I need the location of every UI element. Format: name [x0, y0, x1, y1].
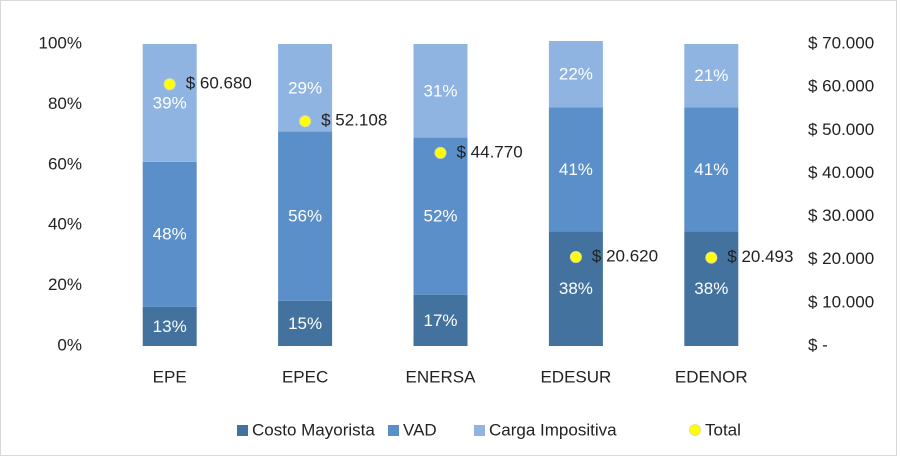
bar-segment	[413, 44, 468, 138]
y-tick-label: 60%	[48, 154, 82, 173]
legend-marker	[474, 425, 485, 436]
data-label: 56%	[288, 207, 322, 226]
data-label: 38%	[559, 279, 593, 298]
total-marker	[705, 251, 718, 264]
y-tick-label: 40%	[48, 215, 82, 234]
y2-tick-label: $ -	[808, 335, 828, 354]
legend-label: Total	[705, 420, 741, 439]
data-label: 52%	[423, 207, 457, 226]
bar-segment	[684, 44, 739, 108]
total-label: $ 52.108	[321, 111, 387, 130]
y2-tick-label: $ 50.000	[808, 120, 874, 139]
bar-segment	[413, 294, 468, 346]
bar-segment	[684, 231, 739, 346]
y2-tick-label: $ 70.000	[808, 33, 874, 52]
bar-segment	[548, 40, 603, 108]
legend-label: VAD	[403, 420, 437, 439]
data-label: 31%	[423, 81, 457, 100]
y2-tick-label: $ 40.000	[808, 163, 874, 182]
bar-segment	[684, 107, 739, 232]
data-label: 41%	[694, 160, 728, 179]
total-label: $ 44.770	[457, 142, 523, 161]
bar-segment	[278, 300, 333, 346]
bar-segment	[548, 231, 603, 346]
data-label: 21%	[694, 66, 728, 85]
bar-segment	[142, 44, 197, 162]
total-label: $ 20.493	[727, 247, 793, 266]
x-tick-label: EPEC	[282, 367, 328, 386]
data-label: 41%	[559, 160, 593, 179]
legend-label: Costo Mayorista	[252, 420, 375, 439]
x-tick-label: ENERSA	[406, 367, 477, 386]
data-label: 38%	[694, 279, 728, 298]
legend-marker	[237, 425, 248, 436]
data-label: 39%	[153, 93, 187, 112]
bar-segment	[278, 131, 333, 301]
total-marker	[299, 115, 312, 128]
legend-marker	[388, 425, 399, 436]
data-label: 29%	[288, 78, 322, 97]
data-label: 48%	[153, 225, 187, 244]
legend-marker	[689, 424, 701, 436]
bar-segment	[548, 107, 603, 232]
y-tick-label: 0%	[57, 335, 82, 354]
y2-tick-label: $ 10.000	[808, 292, 874, 311]
data-label: 15%	[288, 314, 322, 333]
total-label: $ 60.680	[186, 74, 252, 93]
y-tick-label: 100%	[39, 33, 82, 52]
y-tick-label: 80%	[48, 94, 82, 113]
y2-tick-label: $ 30.000	[808, 206, 874, 225]
x-tick-label: EPE	[153, 367, 187, 386]
x-tick-label: EDESUR	[540, 367, 611, 386]
x-tick-label: EDENOR	[675, 367, 748, 386]
legend-label: Carga Impositiva	[489, 420, 617, 439]
data-label: 17%	[423, 311, 457, 330]
bar-segment	[413, 137, 468, 295]
y-tick-label: 20%	[48, 275, 82, 294]
bar-segment	[142, 306, 197, 346]
total-marker	[434, 146, 447, 159]
data-label: 13%	[153, 317, 187, 336]
data-label: 22%	[559, 65, 593, 84]
total-label: $ 20.620	[592, 247, 658, 266]
y2-tick-label: $ 20.000	[808, 249, 874, 268]
total-marker	[163, 78, 176, 91]
total-marker	[569, 251, 582, 264]
y2-tick-label: $ 60.000	[808, 77, 874, 96]
bar-segment	[142, 161, 197, 307]
